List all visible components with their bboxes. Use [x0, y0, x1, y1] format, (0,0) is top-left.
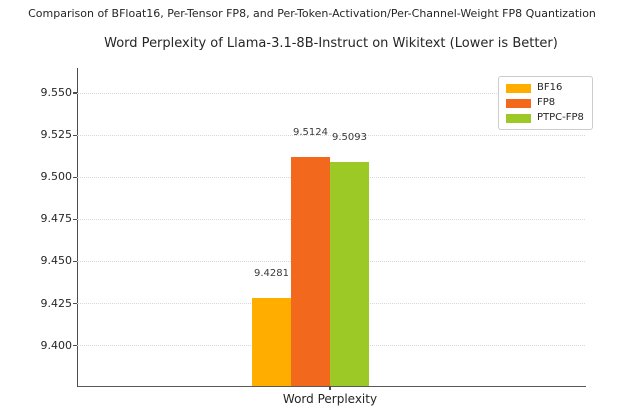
legend-item: FP8 — [506, 97, 584, 109]
y-tick-label: 9.450 — [40, 254, 73, 268]
legend-label: PTPC-FP8 — [537, 112, 584, 123]
x-tick-mark — [329, 386, 331, 390]
legend-swatch-ptpc-fp8 — [506, 113, 531, 123]
y-tick-mark — [73, 92, 77, 94]
y-gridline — [77, 134, 585, 136]
bar-bf16 — [252, 298, 291, 386]
bar-value-label: 9.5124 — [293, 126, 328, 138]
y-tick-mark — [73, 344, 77, 347]
bar-ptpc-fp8 — [330, 161, 369, 386]
y-tick-mark — [73, 260, 77, 263]
legend-swatch-bf16 — [506, 83, 531, 93]
y-gridline — [77, 92, 585, 94]
y-tick-mark — [73, 176, 77, 179]
legend-item: PTPC-FP8 — [506, 112, 584, 124]
bar-value-label: 9.4281 — [254, 268, 289, 280]
legend-item: BF16 — [506, 82, 584, 94]
y-tick-label: 9.475 — [40, 212, 73, 226]
y-tick-mark — [73, 302, 77, 305]
legend-label: FP8 — [537, 97, 556, 108]
plot-area — [77, 68, 586, 387]
bar-value-label: 9.5093 — [332, 131, 367, 143]
legend: BF16 FP8 PTPC-FP8 — [498, 76, 593, 130]
bar-fp8 — [291, 156, 330, 386]
legend-label: BF16 — [537, 82, 563, 93]
figure-suptitle: Comparison of BFloat16, Per-Tensor FP8, … — [28, 7, 596, 20]
y-tick-label: 9.425 — [40, 296, 73, 310]
y-tick-label: 9.525 — [40, 128, 73, 142]
legend-swatch-fp8 — [506, 98, 531, 108]
y-tick-label: 9.550 — [40, 86, 73, 100]
y-tick-mark — [73, 218, 77, 221]
y-tick-label: 9.400 — [40, 338, 73, 352]
x-tick-label: Word Perplexity — [282, 392, 378, 406]
y-tick-mark — [73, 134, 77, 137]
y-tick-label: 9.500 — [40, 170, 73, 184]
chart-title: Word Perplexity of Llama-3.1-8B-Instruct… — [104, 36, 558, 51]
